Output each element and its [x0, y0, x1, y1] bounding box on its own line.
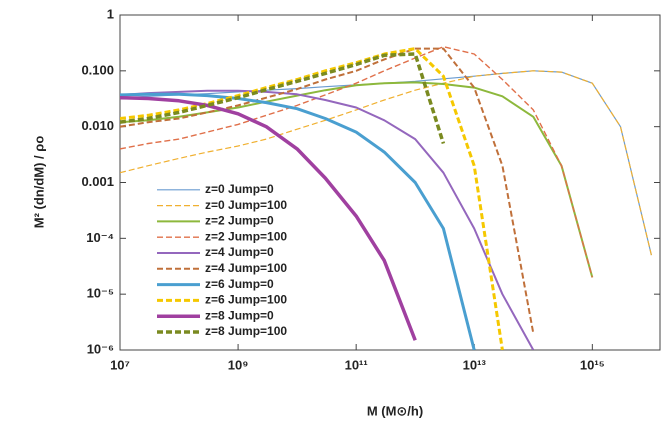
series-line	[120, 70, 652, 256]
series-line	[120, 95, 417, 341]
legend-label: z=6 Jump=0	[205, 277, 274, 291]
series-line	[120, 47, 535, 334]
series-line	[120, 92, 476, 350]
legend-label: z=0 Jump=0	[205, 182, 274, 196]
x-tick-label: 10⁷	[110, 357, 130, 372]
legend-label: z=8 Jump=100	[205, 324, 287, 338]
series-line	[120, 89, 535, 350]
y-tick-label: 10⁻⁵	[87, 286, 114, 301]
legend-label: z=6 Jump=100	[205, 293, 287, 307]
y-tick-label: 1	[107, 6, 114, 21]
plot-frame	[119, 14, 661, 351]
y-axis-label: M² (dn/dM) / ρo	[31, 136, 46, 229]
legend-label: z=8 Jump=0	[205, 308, 274, 322]
legend-label: z=4 Jump=0	[205, 245, 274, 259]
legend-label: z=0 Jump=100	[205, 198, 287, 212]
y-tick-label: 10⁻⁶	[87, 341, 114, 356]
y-tick-label: 0.001	[81, 174, 114, 189]
legend-label: z=2 Jump=100	[205, 229, 287, 243]
x-axis-label: M (M⊙/h)	[367, 403, 423, 418]
series-line	[120, 70, 652, 256]
series-line	[120, 46, 593, 278]
x-tick-label: 10⁹	[228, 357, 249, 372]
x-tick-label: 10¹³	[463, 357, 487, 372]
y-tick-label: 0.100	[81, 62, 114, 77]
x-tick-label: 10¹⁵	[580, 357, 605, 372]
series-line	[120, 47, 504, 350]
x-tick-label: 10¹¹	[345, 357, 368, 372]
series-line	[120, 52, 446, 145]
legend-label: z=2 Jump=0	[205, 214, 274, 228]
series-line	[120, 81, 594, 278]
legend-label: z=4 Jump=100	[205, 261, 287, 275]
y-tick-label: 10⁻⁴	[86, 230, 114, 245]
y-tick-label: 0.010	[81, 118, 114, 133]
